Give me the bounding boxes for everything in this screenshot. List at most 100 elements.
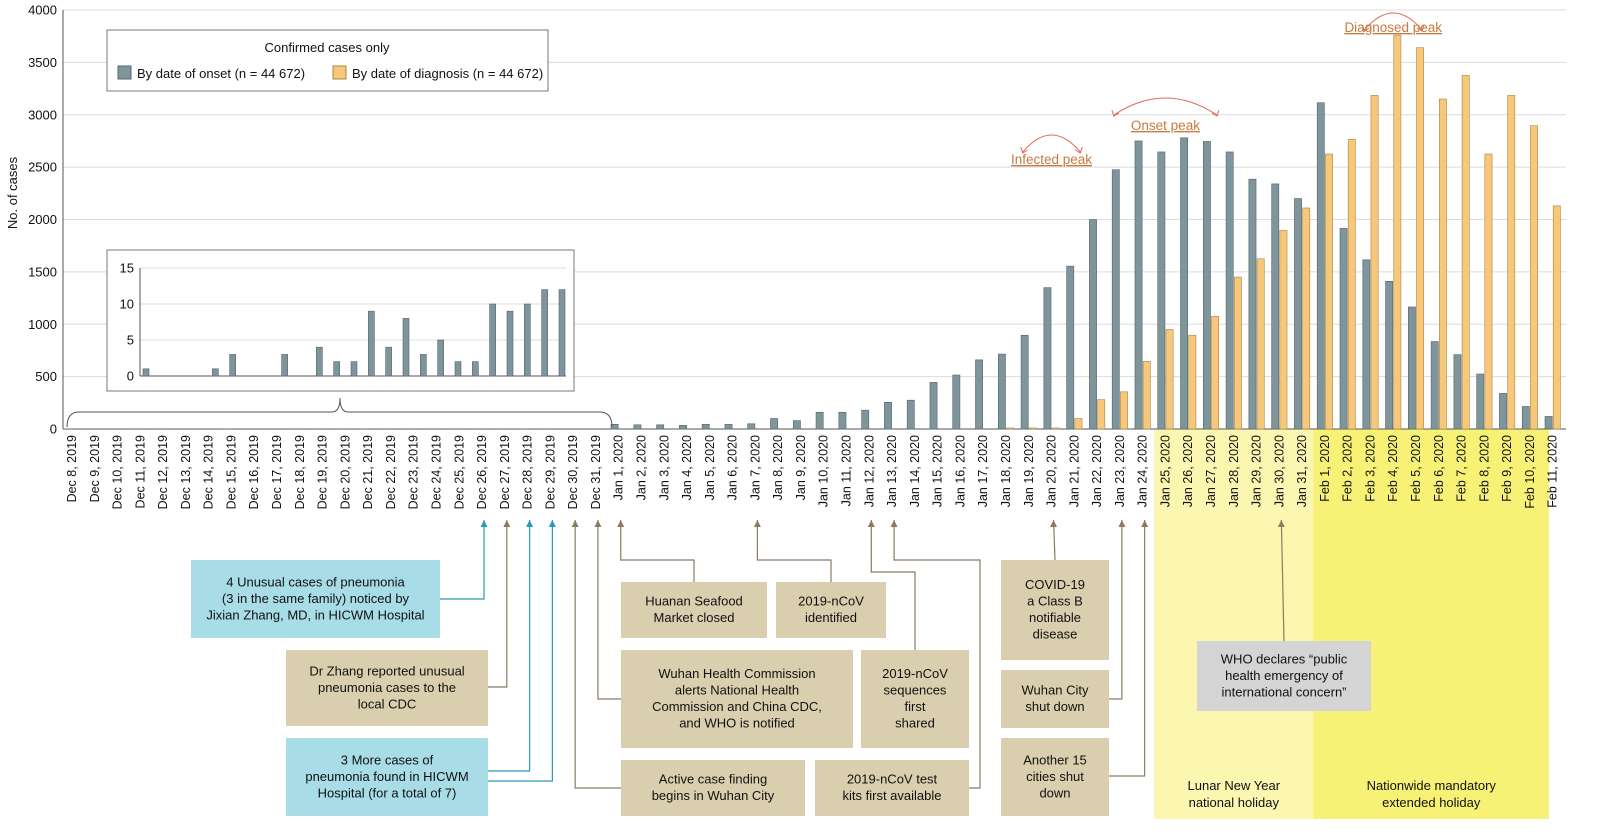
annotation-text: 2019-nCoV [882, 666, 948, 681]
bar-diagnosis [1325, 153, 1333, 430]
bar-onset [1430, 341, 1439, 430]
annotation-text: Commission and China CDC, [652, 699, 822, 714]
x-tick-label: Dec 11, 2019 [133, 435, 147, 508]
bar-diagnosis [1484, 153, 1493, 430]
annotation-text: disease [1033, 627, 1078, 642]
x-tick-label: Jan 23, 2020 [1113, 435, 1127, 507]
x-tick-label: Jan 9, 2020 [794, 435, 808, 500]
x-tick-label: Dec 23, 2019 [407, 435, 421, 509]
x-tick-label: Jan 28, 2020 [1227, 435, 1241, 507]
bar-diagnosis [1074, 418, 1083, 430]
connector-arrowhead [1118, 520, 1126, 527]
connector-arrowhead [1141, 520, 1149, 527]
annotation-text: international concern” [1221, 684, 1346, 699]
connector-line [597, 520, 621, 700]
bar-onset [679, 425, 687, 430]
x-tick-label: Dec 28, 2019 [521, 435, 535, 509]
bar-onset [906, 399, 915, 430]
bar-onset [1271, 183, 1280, 430]
annotation-text: health emergency of [1225, 668, 1343, 683]
x-tick-label: Jan 17, 2020 [976, 435, 990, 507]
bar-onset [770, 418, 778, 430]
bar-diagnosis [1051, 427, 1060, 430]
connector-arrowhead [753, 520, 761, 527]
annotation-text: 4 Unusual cases of pneumonia [226, 574, 405, 589]
x-tick-label: Dec 14, 2019 [202, 435, 216, 509]
bar-diagnosis [1097, 399, 1106, 430]
annotation-box-a8 [621, 760, 805, 816]
x-tick-label: Dec 22, 2019 [384, 435, 398, 509]
bar-onset [1544, 416, 1553, 430]
annotation-text: COVID-19 [1025, 577, 1085, 592]
x-tick-label: Jan 12, 2020 [862, 435, 876, 507]
connector-arrowhead [1277, 520, 1285, 527]
y-tick-label: 1500 [28, 264, 57, 279]
annotation-text: first [905, 699, 926, 714]
connector-arrowhead [1050, 520, 1058, 527]
x-tick-label: Jan 4, 2020 [680, 435, 694, 500]
holiday-label: Nationwide mandatory [1367, 778, 1497, 793]
connector-arrowhead [526, 520, 534, 527]
x-tick-label: Jan 13, 2020 [885, 435, 899, 507]
x-tick-label: Dec 27, 2019 [498, 435, 512, 509]
bar-diagnosis [1302, 207, 1311, 430]
x-tick-label: Feb 2, 2020 [1341, 435, 1355, 502]
connector-line [870, 520, 916, 650]
annotation-box-a7 [861, 650, 969, 748]
bar-onset [1020, 334, 1029, 430]
x-tick-label: Dec 15, 2019 [224, 435, 238, 509]
x-tick-label: Dec 9, 2019 [88, 435, 102, 502]
x-tick-label: Jan 5, 2020 [703, 435, 717, 500]
x-tick-label: Jan 10, 2020 [817, 435, 831, 507]
annotation-text: Active case finding [659, 772, 767, 787]
x-tick-label: Jan 15, 2020 [931, 435, 945, 507]
bar-onset [1180, 137, 1189, 430]
x-tick-label: Jan 19, 2020 [1022, 435, 1036, 507]
x-tick-label: Jan 14, 2020 [908, 435, 922, 507]
x-tick-label: Jan 8, 2020 [771, 435, 785, 500]
bar-onset [1385, 281, 1394, 430]
x-tick-label: Jan 22, 2020 [1090, 435, 1104, 507]
inset-brace [66, 397, 613, 428]
x-tick-label: Feb 11, 2020 [1546, 435, 1560, 508]
y-tick-label: 2000 [28, 212, 57, 227]
inset-y-tick-label: 10 [120, 297, 134, 312]
peak-arrowhead [1020, 146, 1029, 154]
bar-onset [1499, 393, 1507, 430]
bar-diagnosis [1507, 95, 1516, 430]
x-tick-label: Dec 19, 2019 [316, 435, 330, 509]
inset-bar [524, 303, 531, 377]
inset-y-tick-label: 0 [127, 369, 134, 384]
connector-line [574, 520, 621, 789]
peak-arrowhead [1416, 24, 1425, 32]
bar-onset [1089, 219, 1097, 430]
x-tick-label: Dec 8, 2019 [65, 435, 79, 502]
bar-diagnosis [1416, 47, 1425, 430]
bar-onset [1248, 178, 1257, 430]
bar-onset [997, 353, 1006, 430]
annotation-text: and WHO is notified [679, 716, 795, 731]
annotation-text: begins in Wuhan City [652, 788, 775, 803]
connector-arrowhead [594, 520, 602, 527]
annotation-box-a5 [776, 582, 886, 638]
annotation-text: Wuhan Health Commission [658, 666, 815, 681]
bar-diagnosis [1188, 334, 1197, 430]
annotation-text: pneumonia cases to the [318, 680, 456, 695]
x-tick-label: Jan 16, 2020 [953, 435, 967, 507]
connector-line [1280, 519, 1285, 642]
bar-diagnosis [1028, 427, 1037, 430]
bar-diagnosis [1165, 329, 1174, 430]
bar-onset [1408, 306, 1416, 430]
annotation-text: shared [895, 716, 935, 731]
bar-diagnosis [1347, 139, 1356, 430]
x-tick-label: Feb 7, 2020 [1455, 435, 1469, 502]
bar-onset [975, 359, 983, 430]
annotation-text: notifiable [1029, 610, 1081, 625]
x-tick-label: Dec 30, 2019 [566, 435, 580, 509]
connector-line [440, 520, 485, 600]
bar-diagnosis [1120, 391, 1128, 430]
inset-bar [281, 354, 288, 377]
x-tick-label: Dec 16, 2019 [247, 435, 261, 509]
annotation-text: alerts National Health [675, 683, 799, 698]
bar-onset [929, 382, 938, 430]
